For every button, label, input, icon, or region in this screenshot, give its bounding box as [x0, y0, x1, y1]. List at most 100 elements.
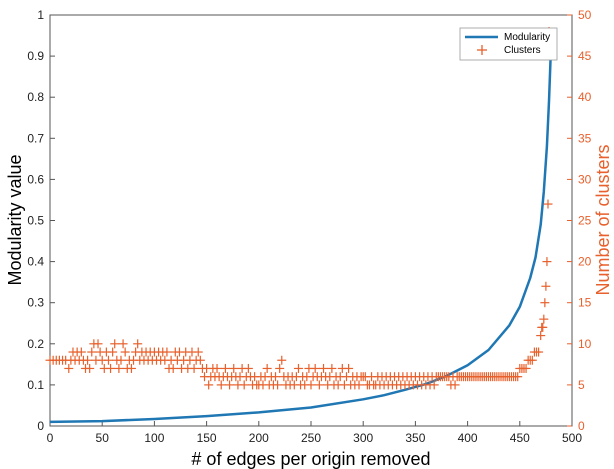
- right-tick-label: 45: [578, 49, 592, 63]
- x-tick-label: 400: [458, 431, 478, 445]
- cluster-point: [212, 363, 222, 373]
- cluster-point: [536, 331, 546, 341]
- cluster-point: [538, 322, 548, 332]
- x-tick-label: 100: [144, 431, 164, 445]
- cluster-point: [195, 355, 205, 365]
- cluster-point: [450, 380, 460, 390]
- right-tick-label: 30: [578, 172, 592, 186]
- cluster-point: [110, 339, 120, 349]
- cluster-point: [521, 363, 531, 373]
- cluster-point: [539, 314, 549, 324]
- cluster-point: [83, 355, 93, 365]
- plot-frame: [49, 14, 573, 427]
- cluster-point: [306, 380, 316, 390]
- cluster-point: [239, 380, 249, 390]
- legend: Modularity Clusters: [459, 27, 558, 61]
- legend-clusters-label: Clusters: [504, 45, 541, 56]
- cluster-point: [293, 363, 303, 373]
- cluster-point: [204, 380, 214, 390]
- right-axis-title: Number of clusters: [593, 144, 613, 295]
- cluster-point: [64, 363, 74, 373]
- left-axis-title: Modularity value: [5, 154, 25, 285]
- cluster-point: [126, 363, 136, 373]
- cluster-point: [76, 347, 86, 357]
- left-tick-label: 0.3: [27, 296, 44, 310]
- x-tick-label: 0: [47, 431, 54, 445]
- modularity-line: [49, 43, 553, 424]
- cluster-point: [114, 363, 124, 373]
- left-tick-label: 1: [37, 8, 44, 22]
- cluster-point: [541, 281, 551, 291]
- x-tick-label: 450: [510, 431, 530, 445]
- right-tick-label: 50: [578, 8, 592, 22]
- cluster-point: [108, 347, 118, 357]
- cluster-point: [319, 363, 329, 373]
- left-tick-label: 0.9: [27, 49, 44, 63]
- x-tick-label: 250: [301, 431, 321, 445]
- x-tick-label: 500: [562, 431, 582, 445]
- cluster-point: [534, 347, 544, 357]
- cluster-point: [85, 363, 95, 373]
- x-tick-label: 200: [249, 431, 269, 445]
- right-tick-label: 15: [578, 296, 592, 310]
- right-tick-label: 40: [578, 90, 592, 104]
- cluster-point: [106, 363, 116, 373]
- cluster-point: [513, 372, 523, 382]
- cluster-point: [162, 347, 172, 357]
- cluster-point: [344, 363, 354, 373]
- x-tick-label: 50: [96, 431, 110, 445]
- cluster-point: [93, 339, 103, 349]
- left-tick-label: 0.5: [27, 214, 44, 228]
- cluster-point: [220, 363, 230, 373]
- left-tick-label: 0.7: [27, 131, 44, 145]
- cluster-point: [275, 363, 285, 373]
- right-tick-label: 35: [578, 131, 592, 145]
- cluster-point: [429, 380, 439, 390]
- cluster-point: [243, 363, 253, 373]
- legend-box: [459, 27, 558, 61]
- cluster-point: [354, 380, 364, 390]
- left-tick-label: 0.8: [27, 90, 44, 104]
- right-tick-label: 10: [578, 337, 592, 351]
- legend-modularity-label: Modularity: [504, 32, 550, 43]
- plot-area: [49, 14, 573, 427]
- cluster-point: [310, 363, 320, 373]
- legend-clusters-swatch: [477, 45, 487, 55]
- cluster-point: [543, 199, 553, 209]
- cluster-point: [120, 347, 130, 357]
- cluster-point: [540, 298, 550, 308]
- cluster-point: [216, 380, 226, 390]
- cluster-point: [527, 355, 537, 365]
- cluster-point: [314, 380, 324, 390]
- cluster-point: [87, 347, 97, 357]
- cluster-point: [116, 355, 126, 365]
- x-axis-title: # of edges per origin removed: [191, 449, 430, 469]
- x-tick-label: 350: [405, 431, 425, 445]
- cluster-point: [542, 257, 552, 267]
- cluster-point: [118, 339, 128, 349]
- cluster-point: [193, 347, 203, 357]
- right-tick-label: 5: [578, 378, 585, 392]
- cluster-point: [277, 355, 287, 365]
- right-axis-ticks: 0 5 10 15 20 25 30 35 40 45 50: [567, 8, 592, 433]
- left-tick-label: 0: [37, 419, 44, 433]
- clusters-series: [45, 26, 554, 390]
- cluster-point: [271, 372, 281, 382]
- left-tick-label: 0.6: [27, 172, 44, 186]
- x-tick-label: 150: [197, 431, 217, 445]
- left-tick-label: 0.1: [27, 378, 44, 392]
- left-tick-label: 0.2: [27, 337, 44, 351]
- cluster-point: [133, 339, 143, 349]
- cluster-point: [229, 363, 239, 373]
- right-tick-label: 20: [578, 255, 592, 269]
- cluster-point: [262, 363, 272, 373]
- x-tick-label: 300: [353, 431, 373, 445]
- cluster-point: [327, 363, 337, 373]
- right-tick-label: 25: [578, 214, 592, 228]
- cluster-point: [168, 363, 178, 373]
- cluster-point: [103, 355, 113, 365]
- cluster-point: [225, 380, 235, 390]
- left-tick-label: 0.4: [27, 255, 44, 269]
- cluster-point: [273, 380, 283, 390]
